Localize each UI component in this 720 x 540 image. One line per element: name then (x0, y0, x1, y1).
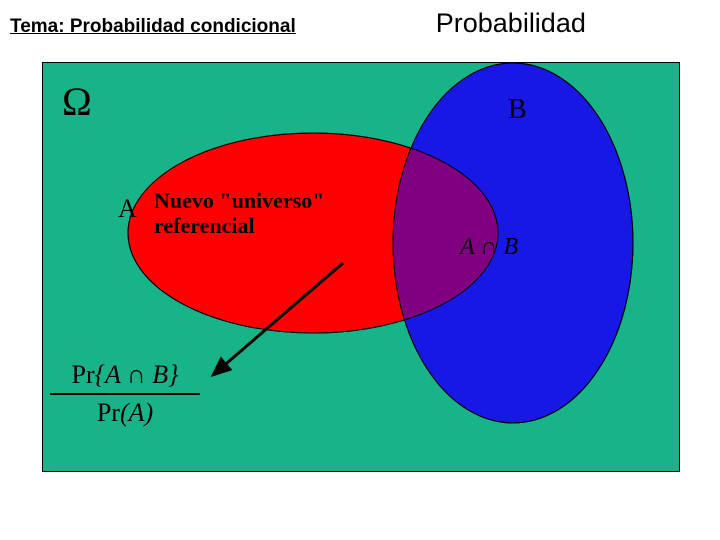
callout-line1: Nuevo "universo" (154, 188, 325, 213)
formula-fraction-bar (50, 393, 200, 395)
formula-denominator: Pr(A) (50, 398, 200, 428)
callout-line2: referencial (154, 213, 255, 238)
set-b-label: B (508, 94, 527, 126)
topic-text: Tema: Probabilidad condicional (10, 16, 296, 38)
callout-text: Nuevo "universo" referencial (154, 188, 325, 239)
set-a-label: A (118, 194, 137, 224)
omega-symbol: Ω (62, 78, 92, 125)
header: Tema: Probabilidad condicional Probabili… (0, 0, 720, 45)
page-title: Probabilidad (436, 8, 586, 39)
intersection-label: A ∩ B (460, 234, 518, 261)
formula-numerator: Pr{A ∩ B} (50, 360, 200, 390)
conditional-probability-formula: Pr{A ∩ B} Pr(A) (50, 360, 200, 428)
